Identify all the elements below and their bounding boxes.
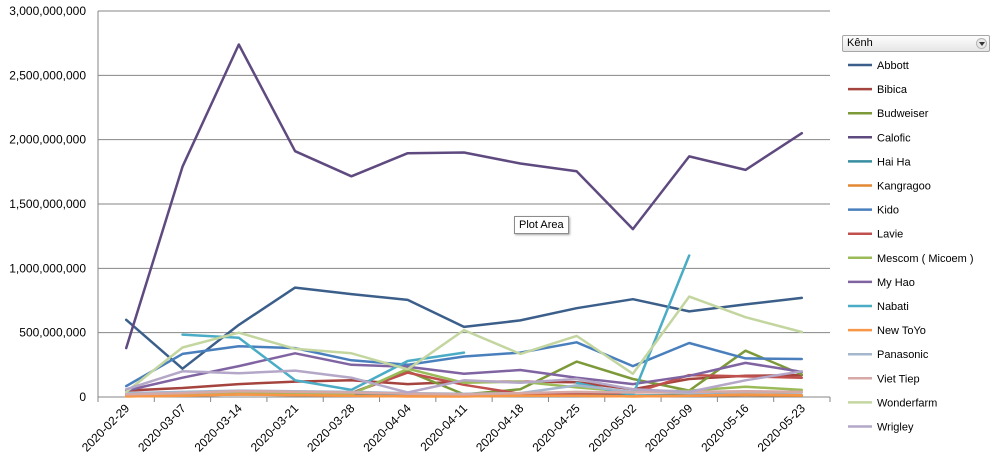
x-tick-label: 2020-04-18	[473, 401, 527, 455]
y-tick-label: 500,000,000	[19, 326, 86, 340]
legend[interactable]: Abbott Bibica Budweiser Calofic Hai Ha Kangra…	[848, 60, 974, 434]
legend-label-calofic: Calofic	[877, 132, 911, 144]
legend-label-nabati: Nabati	[877, 301, 909, 313]
plot-area-tooltip: Plot Area	[514, 216, 569, 234]
x-tick-label: 2020-05-16	[698, 401, 752, 455]
series-line-my-hao[interactable]	[124, 352, 804, 392]
series-line-abbott[interactable]	[124, 286, 804, 370]
y-axis-tick-labels: 0 500,000,000 1,000,000,000 1,500,000,000 2,…	[9, 4, 86, 404]
x-axis-tick-labels: 2020-02-29 2020-03-07 2020-03-14 2020-03-21…	[79, 401, 808, 455]
legend-label-kido: Kido	[877, 205, 899, 217]
series-line-wrigley[interactable]	[124, 369, 804, 394]
series-line-calofic[interactable]	[124, 43, 804, 350]
x-tick-label: 2020-03-07	[135, 401, 189, 455]
series-lines[interactable]	[124, 43, 804, 398]
series-line-wonderfarm[interactable]	[124, 295, 804, 394]
x-tick-label: 2020-03-21	[248, 401, 302, 455]
legend-label-abbott: Abbott	[877, 60, 909, 72]
y-tick-label: 2,500,000,000	[9, 68, 86, 82]
series-line-mescom-micoem[interactable]	[124, 367, 804, 397]
series-line-new-toyo[interactable]	[124, 393, 804, 398]
x-tick-label: 2020-05-02	[586, 401, 640, 455]
x-tick-label: 2020-04-11	[417, 401, 470, 454]
legend-filter-dropdown[interactable]: Kênh	[842, 35, 990, 52]
y-tick-label: 3,000,000,000	[9, 4, 86, 18]
y-tick-label: 0	[79, 390, 86, 404]
y-tick-label: 1,000,000,000	[9, 261, 86, 275]
y-tick-label: 2,000,000,000	[9, 133, 86, 147]
series-line-kido[interactable]	[124, 341, 804, 388]
legend-label-wrigley: Wrigley	[877, 422, 914, 434]
x-tick-label: 2020-05-23	[755, 401, 809, 455]
gridlines	[98, 10, 830, 334]
x-tick-label: 2020-04-04	[361, 401, 415, 455]
legend-label-mescom-micoem: Mescom ( Micoem )	[877, 253, 974, 265]
legend-label-my-hao: My Hao	[877, 277, 915, 289]
legend-label-lavie: Lavie	[877, 229, 903, 241]
x-tick-label: 2020-03-14	[192, 401, 246, 455]
x-tick-label: 2020-05-09	[642, 401, 696, 455]
legend-label-hai-ha: Hai Ha	[877, 156, 912, 168]
legend-label-kangragoo: Kangragoo	[877, 181, 931, 193]
legend-label-new-toyo: New ToYo	[877, 325, 926, 337]
legend-label-budweiser: Budweiser	[877, 108, 929, 120]
legend-title: Kênh	[847, 37, 873, 49]
x-tick-label: 2020-02-29	[79, 401, 133, 455]
legend-label-bibica: Bibica	[877, 84, 908, 96]
x-tick-label: 2020-04-25	[529, 401, 583, 455]
x-tick-label: 2020-03-28	[304, 401, 358, 455]
legend-label-viet-tiep: Viet Tiep	[877, 373, 920, 385]
axes	[97, 11, 831, 402]
legend-label-panasonic: Panasonic	[877, 349, 929, 361]
chevron-down-icon[interactable]	[976, 38, 987, 49]
legend-label-wonderfarm: Wonderfarm	[877, 397, 937, 409]
y-tick-label: 1,500,000,000	[9, 197, 86, 211]
